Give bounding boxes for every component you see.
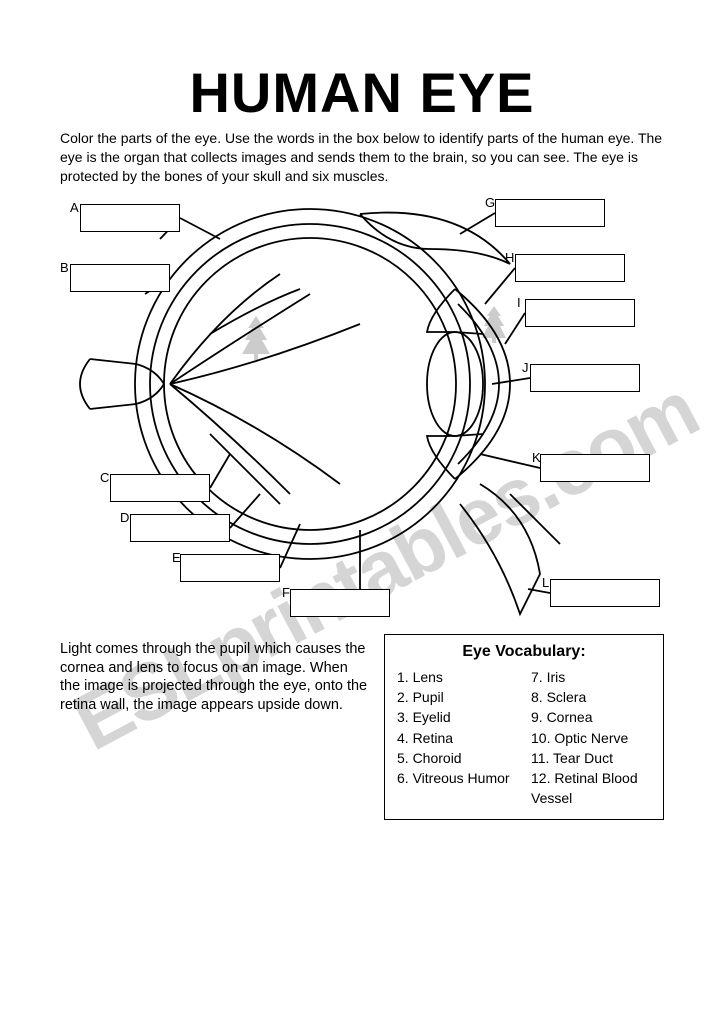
vocab-item: 2. Pupil [397,687,517,707]
vocab-item: 10. Optic Nerve [531,728,651,748]
answer-box-d[interactable] [130,514,230,542]
vocabulary-column-left: 1. Lens2. Pupil3. Eyelid4. Retina5. Chor… [397,667,517,809]
answer-box-f[interactable] [290,589,390,617]
answer-box-g[interactable] [495,199,605,227]
worksheet-page: HUMAN EYE Color the parts of the eye. Us… [60,60,664,820]
vocab-item: 8. Sclera [531,687,651,707]
vocab-item: 5. Choroid [397,748,517,768]
answer-box-i[interactable] [525,299,635,327]
vocab-item: 6. Vitreous Humor [397,768,517,788]
vocab-item: 9. Cornea [531,707,651,727]
answer-box-j[interactable] [530,364,640,392]
answer-box-l[interactable] [550,579,660,607]
label-letter-d: D [120,510,129,525]
label-letter-j: J [522,360,529,375]
vocabulary-title: Eye Vocabulary: [397,643,651,661]
bottom-section: Light comes through the pupil which caus… [60,634,664,820]
label-letter-a: A [70,200,79,215]
vocab-item: 1. Lens [397,667,517,687]
page-title: HUMAN EYE [60,60,664,125]
vocab-item: Vessel [531,788,651,808]
answer-box-c[interactable] [110,474,210,502]
vocab-item: 4. Retina [397,728,517,748]
answer-box-a[interactable] [80,204,180,232]
answer-box-e[interactable] [180,554,280,582]
label-letter-g: G [485,195,495,210]
vocabulary-column-right: 7. Iris8. Sclera9. Cornea10. Optic Nerve… [531,667,651,809]
label-letter-h: H [505,250,514,265]
vocab-item: 7. Iris [531,667,651,687]
vocabulary-box: Eye Vocabulary: 1. Lens2. Pupil3. Eyelid… [384,634,664,820]
intro-text: Color the parts of the eye. Use the word… [60,129,664,186]
vocab-item: 3. Eyelid [397,707,517,727]
label-letter-l: L [542,575,549,590]
answer-box-b[interactable] [70,264,170,292]
answer-box-h[interactable] [515,254,625,282]
label-letter-f: F [282,585,290,600]
eye-diagram: A B C D E F G H I J K L [60,194,664,634]
label-letter-i: I [517,295,521,310]
answer-box-k[interactable] [540,454,650,482]
light-explanation-text: Light comes through the pupil which caus… [60,634,370,715]
vocab-item: 11. Tear Duct [531,748,651,768]
label-letter-c: C [100,470,109,485]
vocab-item: 12. Retinal Blood [531,768,651,788]
label-letter-b: B [60,260,69,275]
